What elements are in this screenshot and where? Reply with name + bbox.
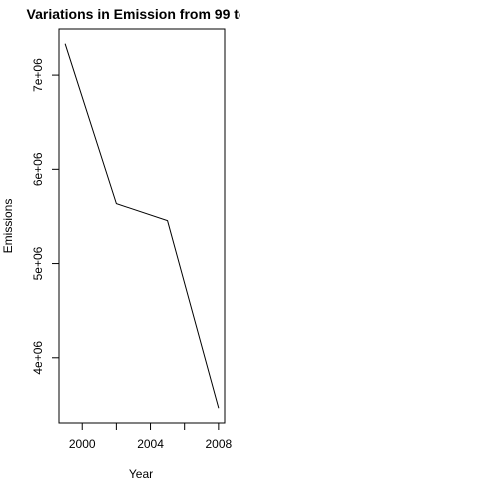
series-line xyxy=(64,43,220,409)
y-tick-label: 6e+06 xyxy=(31,152,45,186)
x-axis: 2000 2004 2008 xyxy=(69,422,233,451)
y-axis: 4e+06 5e+06 6e+06 7e+06 xyxy=(31,58,60,375)
y-tick-label: 5e+06 xyxy=(31,246,45,280)
x-tick-label: 2004 xyxy=(137,437,164,451)
y-tick-label: 4e+06 xyxy=(31,341,45,375)
series-group xyxy=(64,43,220,409)
x-axis-title: Year xyxy=(129,467,153,480)
x-tick-label: 2008 xyxy=(206,437,233,451)
chart-title: Variations in Emission from 99 to xyxy=(27,6,248,22)
x-tick-label: 2000 xyxy=(69,437,96,451)
y-tick-label: 7e+06 xyxy=(31,58,45,92)
plot-frame xyxy=(58,28,226,424)
y-axis-title: Emissions xyxy=(1,199,15,254)
